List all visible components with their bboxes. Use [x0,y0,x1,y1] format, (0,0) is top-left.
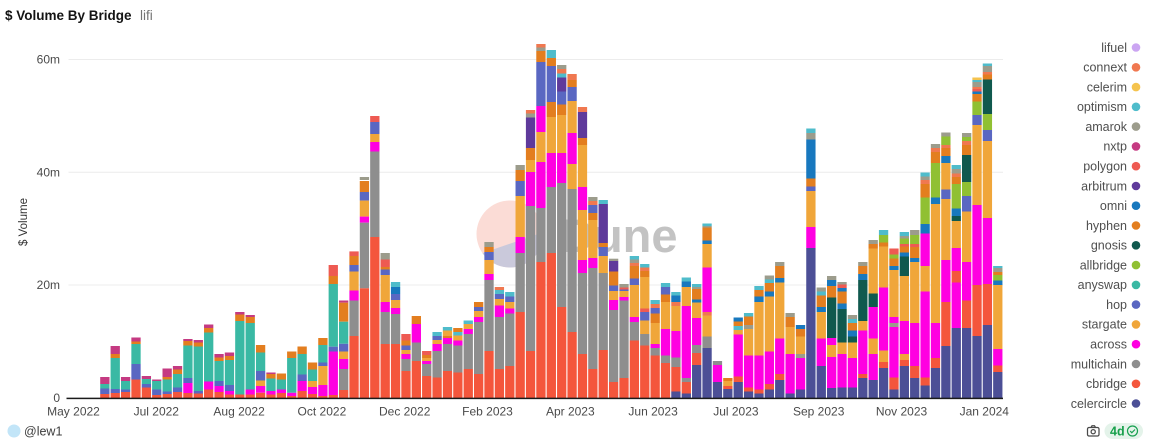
svg-text:lifuel: lifuel [1101,41,1127,55]
svg-text:Sep 2023: Sep 2023 [793,405,845,419]
svg-text:optimism: optimism [1077,100,1127,114]
svg-text:stargate: stargate [1082,318,1127,332]
svg-text:@lew1: @lew1 [24,425,62,439]
svg-text:connext: connext [1083,61,1127,75]
svg-text:nxtp: nxtp [1103,140,1127,154]
svg-text:multichain: multichain [1071,357,1127,371]
svg-text:Jan 2024: Jan 2024 [960,405,1010,419]
svg-text:across: across [1090,338,1127,352]
svg-text:40m: 40m [37,166,60,180]
svg-text:Dec 2022: Dec 2022 [379,405,431,419]
svg-text:Jul 2023: Jul 2023 [713,405,759,419]
svg-text:Nov 2023: Nov 2023 [876,405,928,419]
svg-text:Jul 2022: Jul 2022 [134,405,180,419]
svg-text:amarok: amarok [1085,120,1127,134]
svg-text:Aug 2022: Aug 2022 [213,405,265,419]
svg-text:Apr 2023: Apr 2023 [546,405,595,419]
svg-text:$ Volume By Bridge: $ Volume By Bridge [5,8,132,23]
svg-text:20m: 20m [37,278,60,292]
svg-text:$ Volume: $ Volume [18,198,30,246]
svg-text:Oct 2022: Oct 2022 [298,405,347,419]
svg-text:arbitrum: arbitrum [1081,179,1127,193]
svg-text:hyphen: hyphen [1086,219,1127,233]
svg-text:May 2022: May 2022 [47,405,100,419]
svg-text:omni: omni [1100,199,1127,213]
svg-text:cbridge: cbridge [1086,377,1127,391]
svg-text:polygon: polygon [1083,160,1127,174]
svg-text:Jun 2023: Jun 2023 [628,405,678,419]
svg-text:hop: hop [1106,298,1127,312]
svg-text:Feb 2023: Feb 2023 [462,405,513,419]
svg-text:allbridge: allbridge [1080,258,1127,272]
svg-text:lifi: lifi [140,8,153,23]
svg-text:4d: 4d [1110,425,1125,439]
svg-text:gnosis: gnosis [1091,239,1127,253]
svg-text:60m: 60m [37,53,60,67]
svg-text:celercircle: celercircle [1071,397,1127,411]
svg-text:Dune: Dune [560,209,678,262]
svg-text:0: 0 [53,391,60,405]
svg-text:celerim: celerim [1087,80,1127,94]
svg-text:anyswap: anyswap [1078,278,1127,292]
